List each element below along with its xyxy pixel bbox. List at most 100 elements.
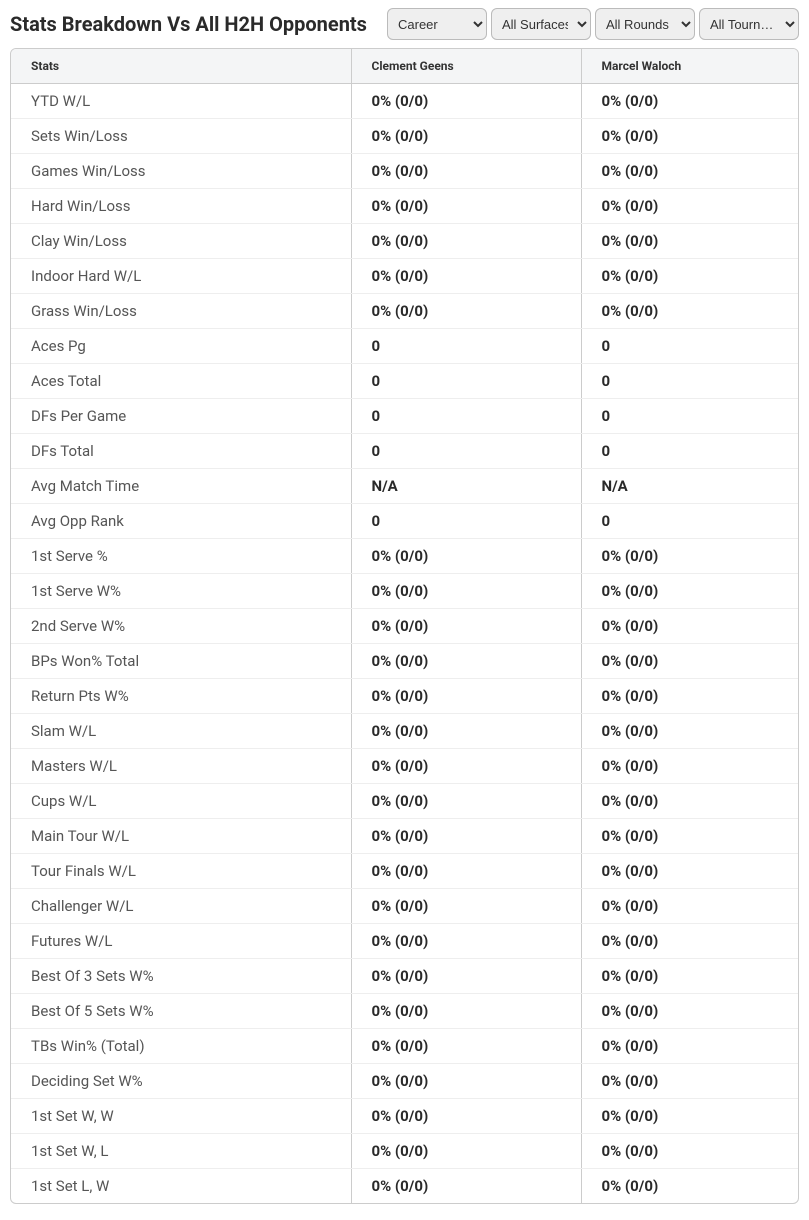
stat-label: Tour Finals W/L — [11, 854, 351, 889]
stat-value-player1: 0% (0/0) — [351, 84, 581, 119]
stat-label: Slam W/L — [11, 714, 351, 749]
stat-value-player1: 0% (0/0) — [351, 1134, 581, 1169]
table-row: Cups W/L0% (0/0)0% (0/0) — [11, 784, 798, 819]
stat-value-player1: 0 — [351, 364, 581, 399]
stat-label: Hard Win/Loss — [11, 189, 351, 224]
stat-value-player2: 0% (0/0) — [581, 294, 798, 329]
stat-value-player2: 0% (0/0) — [581, 644, 798, 679]
stat-value-player1: 0% (0/0) — [351, 224, 581, 259]
stat-value-player2: 0% (0/0) — [581, 1029, 798, 1064]
stat-value-player1: 0% (0/0) — [351, 784, 581, 819]
stat-value-player2: 0% (0/0) — [581, 224, 798, 259]
table-row: Hard Win/Loss0% (0/0)0% (0/0) — [11, 189, 798, 224]
table-row: Indoor Hard W/L0% (0/0)0% (0/0) — [11, 259, 798, 294]
stat-label: Challenger W/L — [11, 889, 351, 924]
table-row: Grass Win/Loss0% (0/0)0% (0/0) — [11, 294, 798, 329]
stat-value-player2: 0% (0/0) — [581, 784, 798, 819]
table-row: Best Of 3 Sets W%0% (0/0)0% (0/0) — [11, 959, 798, 994]
stat-label: Masters W/L — [11, 749, 351, 784]
stat-label: Deciding Set W% — [11, 1064, 351, 1099]
stat-label: Indoor Hard W/L — [11, 259, 351, 294]
tournaments-select[interactable]: All Tourn… — [699, 8, 799, 40]
stat-label: 2nd Serve W% — [11, 609, 351, 644]
stat-label: Main Tour W/L — [11, 819, 351, 854]
table-row: Challenger W/L0% (0/0)0% (0/0) — [11, 889, 798, 924]
table-row: Sets Win/Loss0% (0/0)0% (0/0) — [11, 119, 798, 154]
stat-label: BPs Won% Total — [11, 644, 351, 679]
table-row: TBs Win% (Total)0% (0/0)0% (0/0) — [11, 1029, 798, 1064]
stat-value-player1: 0% (0/0) — [351, 574, 581, 609]
stat-value-player2: 0% (0/0) — [581, 959, 798, 994]
table-row: Masters W/L0% (0/0)0% (0/0) — [11, 749, 798, 784]
table-row: DFs Per Game00 — [11, 399, 798, 434]
table-row: Avg Opp Rank00 — [11, 504, 798, 539]
stat-value-player2: 0% (0/0) — [581, 714, 798, 749]
career-select[interactable]: Career — [387, 8, 487, 40]
stat-value-player1: 0% (0/0) — [351, 539, 581, 574]
column-header-player1: Clement Geens — [351, 49, 581, 84]
stat-value-player2: 0% (0/0) — [581, 854, 798, 889]
table-row: Tour Finals W/L0% (0/0)0% (0/0) — [11, 854, 798, 889]
stat-value-player1: 0% (0/0) — [351, 189, 581, 224]
surfaces-select[interactable]: All Surfaces — [491, 8, 591, 40]
stat-value-player1: 0% (0/0) — [351, 1099, 581, 1134]
stat-value-player2: 0% (0/0) — [581, 259, 798, 294]
stat-value-player2: 0 — [581, 364, 798, 399]
stat-value-player1: 0% (0/0) — [351, 924, 581, 959]
stat-label: Futures W/L — [11, 924, 351, 959]
stat-value-player2: 0% (0/0) — [581, 889, 798, 924]
stat-value-player2: N/A — [581, 469, 798, 504]
stat-label: Clay Win/Loss — [11, 224, 351, 259]
stat-label: Sets Win/Loss — [11, 119, 351, 154]
table-row: Clay Win/Loss0% (0/0)0% (0/0) — [11, 224, 798, 259]
stat-value-player1: 0% (0/0) — [351, 714, 581, 749]
stat-label: Avg Opp Rank — [11, 504, 351, 539]
stat-label: 1st Set W, W — [11, 1099, 351, 1134]
column-header-stats: Stats — [11, 49, 351, 84]
stat-value-player2: 0% (0/0) — [581, 679, 798, 714]
stat-label: Best Of 3 Sets W% — [11, 959, 351, 994]
stat-value-player2: 0% (0/0) — [581, 1099, 798, 1134]
stat-value-player1: N/A — [351, 469, 581, 504]
stat-value-player1: 0% (0/0) — [351, 1169, 581, 1204]
table-row: Games Win/Loss0% (0/0)0% (0/0) — [11, 154, 798, 189]
table-row: 2nd Serve W%0% (0/0)0% (0/0) — [11, 609, 798, 644]
stat-label: Best Of 5 Sets W% — [11, 994, 351, 1029]
stat-value-player1: 0% (0/0) — [351, 679, 581, 714]
stat-value-player1: 0% (0/0) — [351, 154, 581, 189]
stat-value-player1: 0% (0/0) — [351, 889, 581, 924]
stats-table-wrapper: Stats Clement Geens Marcel Waloch YTD W/… — [10, 48, 799, 1204]
stat-value-player1: 0% (0/0) — [351, 1029, 581, 1064]
stat-label: TBs Win% (Total) — [11, 1029, 351, 1064]
stat-value-player2: 0% (0/0) — [581, 994, 798, 1029]
stat-value-player1: 0 — [351, 434, 581, 469]
table-row: Avg Match TimeN/AN/A — [11, 469, 798, 504]
stat-value-player2: 0% (0/0) — [581, 749, 798, 784]
table-row: 1st Set L, W0% (0/0)0% (0/0) — [11, 1169, 798, 1204]
table-header-row: Stats Clement Geens Marcel Waloch — [11, 49, 798, 84]
stat-label: YTD W/L — [11, 84, 351, 119]
column-header-player2: Marcel Waloch — [581, 49, 798, 84]
stat-label: DFs Total — [11, 434, 351, 469]
stat-value-player1: 0% (0/0) — [351, 749, 581, 784]
stat-label: 1st Set L, W — [11, 1169, 351, 1204]
stat-value-player2: 0% (0/0) — [581, 1169, 798, 1204]
stat-value-player2: 0% (0/0) — [581, 154, 798, 189]
table-row: DFs Total00 — [11, 434, 798, 469]
stat-value-player2: 0% (0/0) — [581, 819, 798, 854]
stat-value-player2: 0% (0/0) — [581, 574, 798, 609]
stat-value-player2: 0 — [581, 504, 798, 539]
table-row: Futures W/L0% (0/0)0% (0/0) — [11, 924, 798, 959]
stat-label: Grass Win/Loss — [11, 294, 351, 329]
table-row: Best Of 5 Sets W%0% (0/0)0% (0/0) — [11, 994, 798, 1029]
stat-label: 1st Serve W% — [11, 574, 351, 609]
stat-label: Cups W/L — [11, 784, 351, 819]
rounds-select[interactable]: All Rounds — [595, 8, 695, 40]
stat-value-player1: 0 — [351, 399, 581, 434]
stat-value-player2: 0% (0/0) — [581, 539, 798, 574]
stat-label: Aces Pg — [11, 329, 351, 364]
stat-value-player1: 0% (0/0) — [351, 959, 581, 994]
stats-table: Stats Clement Geens Marcel Waloch YTD W/… — [11, 49, 798, 1203]
table-row: Aces Total00 — [11, 364, 798, 399]
stat-value-player1: 0% (0/0) — [351, 854, 581, 889]
